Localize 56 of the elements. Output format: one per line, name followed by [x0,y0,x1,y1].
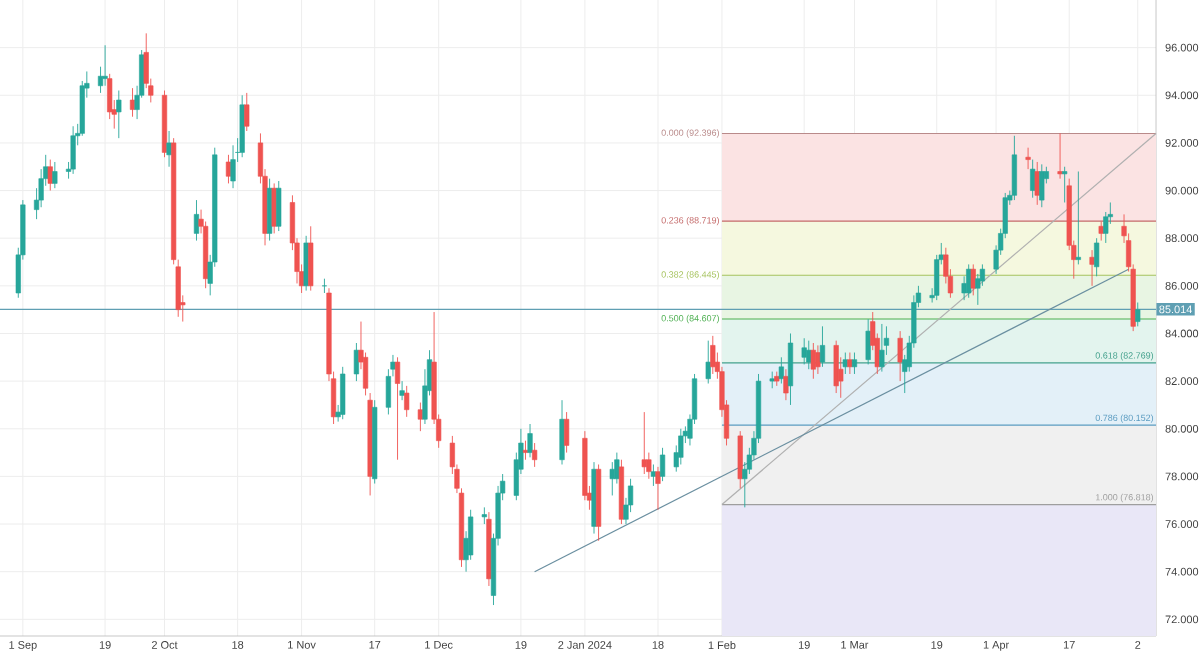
candlestick [166,130,172,168]
candlestick [847,352,853,375]
candlestick [851,352,858,375]
candlestick [737,430,743,489]
candlestick [399,380,405,401]
candlestick [1135,302,1141,327]
candlestick [1089,249,1095,287]
candlestick [116,90,122,139]
candlestick [271,182,277,234]
candlestick [193,199,200,242]
candlestick [970,263,976,296]
candlestick [230,144,236,189]
candlestick [897,330,903,382]
candlestick [819,325,826,368]
candlestick [710,335,716,375]
candlestick [564,411,570,454]
candlestick [879,323,885,373]
candlestick [321,278,328,294]
candlestick [1057,132,1063,180]
candlestick [239,94,245,158]
candlestick [815,344,821,375]
candlestick [801,337,807,365]
candlestick [559,399,565,465]
candlestick [810,342,816,380]
candlestick [532,442,538,468]
candlestick [47,159,53,191]
candlestick [102,44,108,87]
candlestick [1075,171,1081,265]
candlestick [308,225,314,292]
candlestick [778,356,784,384]
candlestick [865,318,871,365]
candlestick [353,342,359,382]
candlestick [52,161,58,189]
candlestick [650,464,656,487]
candlestick [833,340,839,394]
candlestick [276,180,282,232]
candlestick [787,333,794,406]
candlestick [340,366,346,420]
candlestick [175,259,181,318]
candlestick [404,385,410,418]
candlestick [609,461,615,496]
candlestick [641,411,647,475]
candlestick [659,447,666,482]
candlestick [1098,221,1104,242]
candlestick [842,352,848,375]
candlestick [1062,166,1068,203]
candlestick [1025,147,1031,170]
candlestick [1011,135,1017,201]
candlestick [417,402,423,432]
candlestick [1034,161,1040,206]
candlestick [244,92,250,132]
candlestick [705,340,711,384]
candlestick [70,125,76,175]
candlestick [394,356,401,461]
candlestick [655,466,661,511]
candlestick [1094,237,1100,277]
